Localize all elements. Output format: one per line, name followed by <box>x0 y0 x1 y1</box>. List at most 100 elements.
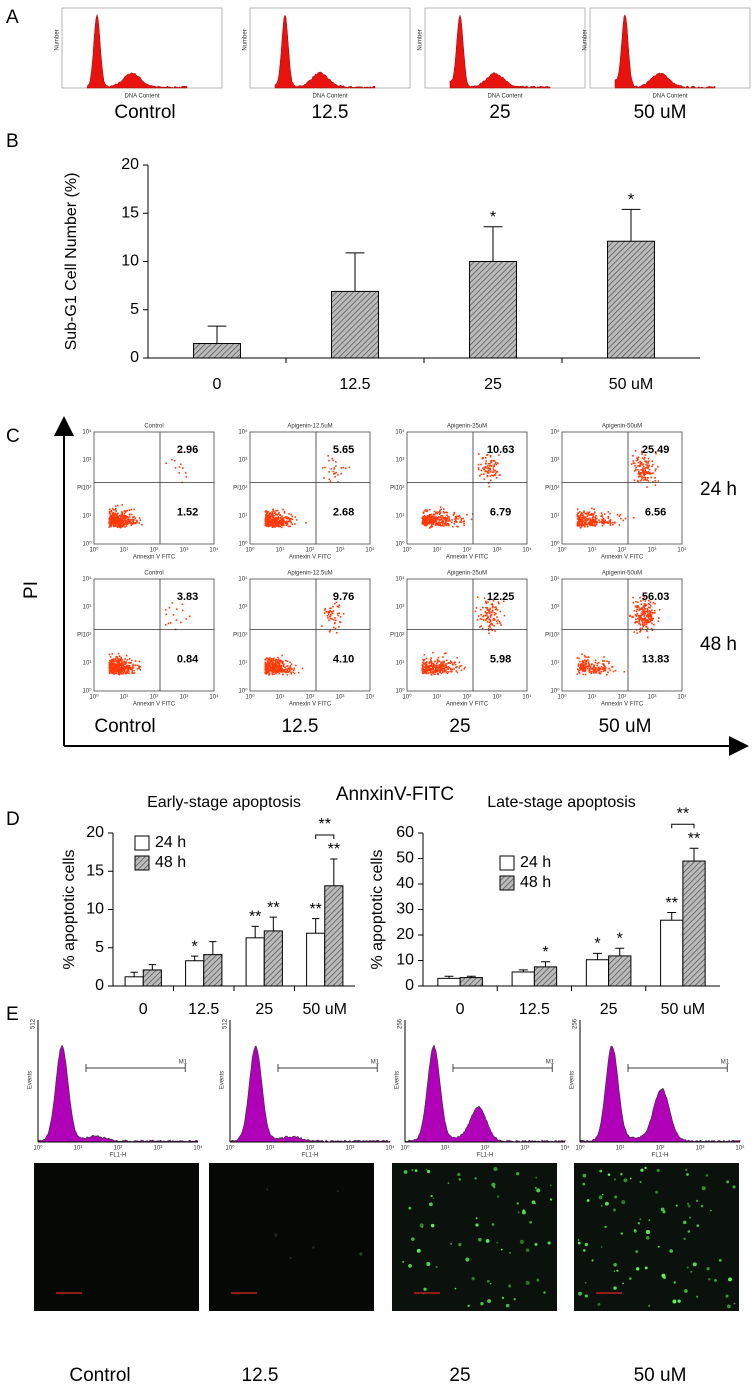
scatter-dot <box>286 669 289 672</box>
scatter-dot <box>276 659 279 661</box>
scatter-dot <box>491 603 493 605</box>
scatter-dot <box>179 463 182 466</box>
scatter-dot <box>603 669 605 671</box>
scatter-dot <box>427 669 430 672</box>
scatter-dot <box>265 672 268 675</box>
scatter-dot <box>447 662 450 664</box>
scatter-dot <box>120 667 122 669</box>
scatter-dot <box>444 671 446 673</box>
scatter-dot <box>658 609 661 611</box>
scatter-dot <box>113 663 115 666</box>
scatter-dot <box>124 671 127 674</box>
plot-frame <box>406 431 528 545</box>
scatter-dot <box>448 516 451 518</box>
fluorescent-cell <box>620 1232 624 1235</box>
scatter-dot <box>447 516 449 518</box>
scatter-dot <box>132 521 134 523</box>
scatter-dot <box>463 524 465 527</box>
scatter-dot <box>116 660 118 663</box>
scatter-dot <box>426 509 428 512</box>
scatter-dot <box>328 611 330 614</box>
scatter-dot <box>640 603 643 606</box>
scatter-dot <box>461 517 463 520</box>
scatter-dot <box>492 469 495 471</box>
scatter-dot <box>434 673 436 676</box>
scatter-dot <box>321 625 323 628</box>
scatter-dot <box>278 669 281 672</box>
scatter-dot <box>583 666 586 669</box>
scatter-dot <box>477 468 480 471</box>
scatter-dot <box>584 521 586 523</box>
scatter-dot <box>266 518 269 521</box>
scatter-dot <box>424 524 427 527</box>
scatter-dot <box>475 607 478 609</box>
significance: * <box>628 192 634 209</box>
tick-label: 10¹ <box>239 514 248 520</box>
scatter-dot <box>121 504 123 506</box>
scatter-dot <box>431 516 433 519</box>
scatter-dot <box>120 511 123 513</box>
scatter-dot <box>436 662 438 665</box>
scatter-dot <box>614 669 617 672</box>
scatter-dot <box>271 520 273 522</box>
scatter-dot <box>489 468 491 471</box>
fluorescent-cell <box>582 1173 587 1178</box>
scatter-dot <box>594 661 597 664</box>
scatter-dot <box>635 468 637 471</box>
scatter-dot <box>329 617 332 620</box>
fluorescent-cell <box>614 1195 618 1199</box>
scatter-dot <box>640 475 643 477</box>
scatter-dot <box>332 610 335 612</box>
tick-label: 10³ <box>336 548 345 554</box>
fluorescent-cell <box>591 1259 594 1262</box>
scatter-dot <box>334 621 336 624</box>
scatter-dot <box>271 513 274 516</box>
scatter-dot <box>117 652 120 655</box>
scatter-dot <box>122 663 124 666</box>
scatter-dot <box>646 464 649 467</box>
scatter-dot <box>589 522 592 525</box>
scatter-dot <box>589 513 592 516</box>
scatter-dot <box>266 662 269 665</box>
scatter-dot <box>599 672 602 675</box>
scatter-dot <box>113 516 116 519</box>
scatter-dot <box>113 514 115 516</box>
tick-label: 10⁴ <box>735 1145 745 1152</box>
scatter-dot <box>639 479 642 482</box>
scatter-dot <box>595 672 597 674</box>
scatter-dot <box>650 476 653 479</box>
scatter-dot <box>601 520 603 523</box>
tick-label: 10¹ <box>441 1146 450 1152</box>
fluorescent-cell <box>655 1190 659 1194</box>
scatter-dot <box>267 510 269 513</box>
scatter-dot <box>334 475 336 478</box>
scatter-dot <box>639 460 642 463</box>
scatter-dot <box>604 666 607 669</box>
fluorescent-cell <box>695 1295 699 1298</box>
scatter-dot <box>616 513 619 516</box>
scatter-dot <box>115 657 117 660</box>
scatter-dot <box>424 664 427 667</box>
scatter-dot <box>330 468 332 470</box>
scatter-dot <box>486 474 489 477</box>
scatter-dot <box>126 509 129 512</box>
scatter-dot <box>585 517 587 519</box>
tick-label: 10⁰ <box>238 688 248 695</box>
scatter-dot <box>272 522 275 525</box>
scatter-dot <box>185 618 188 620</box>
scatter-dot <box>268 515 270 517</box>
scatter-dot <box>284 671 286 673</box>
fluorescent-cell <box>403 1170 408 1174</box>
scatter-dot <box>432 662 435 665</box>
scatter-dot <box>577 665 580 667</box>
y-tick-label: 40 <box>396 875 414 892</box>
scatter-dot <box>584 519 587 521</box>
scatter-dot <box>119 659 122 662</box>
tick-label: 10² <box>306 1146 315 1152</box>
scatter-dot <box>430 661 433 663</box>
tick-label: 10⁴ <box>522 694 532 701</box>
scatter-dot <box>282 524 284 527</box>
scatter-dot <box>118 663 120 666</box>
scatter-dot <box>644 473 647 475</box>
scatter-dot <box>594 518 597 521</box>
